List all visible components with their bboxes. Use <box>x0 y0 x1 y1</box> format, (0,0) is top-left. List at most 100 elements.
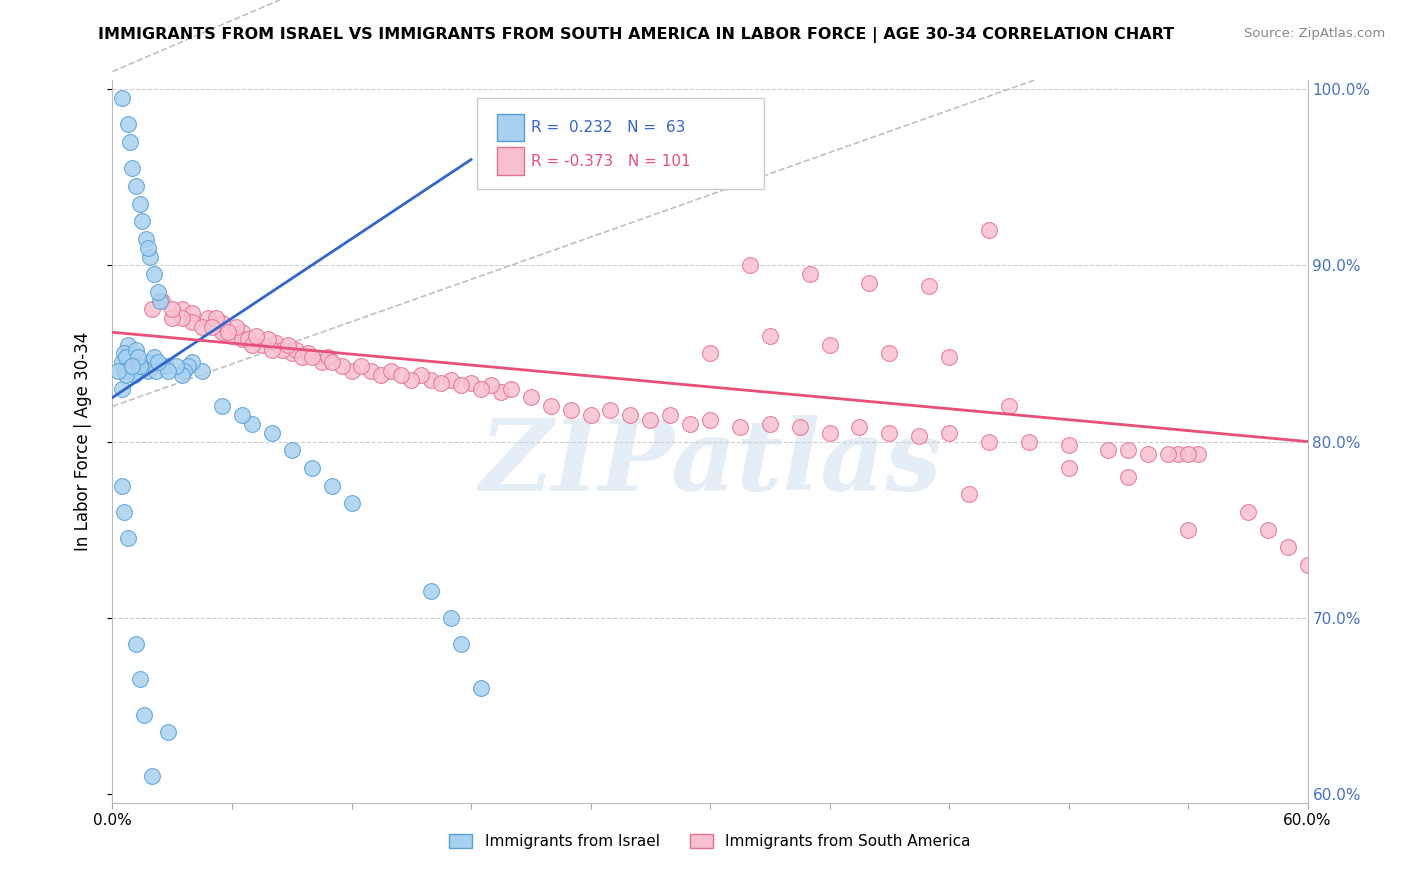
Point <box>1137 447 1160 461</box>
Point <box>117 117 139 131</box>
Point <box>139 250 162 264</box>
Point <box>957 487 980 501</box>
Point <box>115 350 138 364</box>
Text: IMMIGRANTS FROM ISRAEL VS IMMIGRANTS FROM SOUTH AMERICA IN LABOR FORCE | AGE 30-: IMMIGRANTS FROM ISRAEL VS IMMIGRANTS FRO… <box>98 27 1174 43</box>
Point <box>350 359 373 373</box>
Point <box>1167 447 1189 461</box>
Point <box>1296 558 1319 572</box>
Point <box>848 420 870 434</box>
Point <box>679 417 702 431</box>
Point <box>139 355 162 369</box>
Point <box>277 337 299 351</box>
Point <box>411 368 433 382</box>
Point <box>191 320 214 334</box>
Point <box>799 267 821 281</box>
Point <box>340 364 363 378</box>
Point <box>117 360 139 375</box>
Point <box>221 328 243 343</box>
Point <box>129 196 152 211</box>
Point <box>231 332 253 346</box>
Point <box>150 359 173 373</box>
Point <box>162 311 183 326</box>
Text: ZIPatlas: ZIPatlas <box>479 415 941 511</box>
Point <box>879 425 901 440</box>
Point <box>440 373 463 387</box>
Point <box>157 364 180 378</box>
Point <box>211 317 233 331</box>
Point <box>1157 447 1180 461</box>
Point <box>401 373 423 387</box>
Point <box>297 346 319 360</box>
Point <box>938 350 960 364</box>
Point <box>1118 443 1140 458</box>
Point <box>181 355 204 369</box>
Point <box>149 293 172 308</box>
Point <box>321 478 343 492</box>
Point <box>143 350 166 364</box>
Point <box>281 346 304 360</box>
Point <box>499 382 522 396</box>
Point <box>111 382 134 396</box>
Point <box>125 343 148 357</box>
Legend: Immigrants from Israel, Immigrants from South America: Immigrants from Israel, Immigrants from … <box>450 834 970 849</box>
Point <box>240 337 263 351</box>
Text: R = -0.373   N = 101: R = -0.373 N = 101 <box>531 153 690 169</box>
Point <box>520 391 543 405</box>
Point <box>918 279 941 293</box>
Point <box>260 425 283 440</box>
Text: R =  0.232   N =  63: R = 0.232 N = 63 <box>531 120 685 135</box>
Point <box>879 346 901 360</box>
Point <box>150 293 173 308</box>
Point <box>217 326 239 340</box>
Point <box>111 91 134 105</box>
Point <box>114 505 135 519</box>
Point <box>191 364 214 378</box>
Point <box>340 496 363 510</box>
Point <box>470 681 492 696</box>
Point <box>240 417 263 431</box>
Point <box>172 368 194 382</box>
Point <box>129 359 152 373</box>
Text: Source: ZipAtlas.com: Source: ZipAtlas.com <box>1244 27 1385 40</box>
Point <box>699 346 721 360</box>
Point <box>117 337 139 351</box>
Point <box>155 359 177 373</box>
Point <box>858 276 880 290</box>
Point <box>165 359 187 373</box>
Point <box>389 368 412 382</box>
Point <box>1187 447 1209 461</box>
Point <box>181 315 204 329</box>
Point <box>301 350 323 364</box>
Point <box>460 376 482 391</box>
Point <box>138 241 160 255</box>
Point <box>540 399 562 413</box>
FancyBboxPatch shape <box>498 147 523 175</box>
Point <box>284 343 307 357</box>
Point <box>114 364 135 378</box>
Point <box>470 382 492 396</box>
Point <box>560 402 582 417</box>
Point <box>134 707 156 722</box>
Point <box>291 350 314 364</box>
Point <box>115 368 138 382</box>
Point <box>211 399 233 413</box>
Y-axis label: In Labor Force | Age 30-34: In Labor Force | Age 30-34 <box>73 332 91 551</box>
Point <box>131 214 153 228</box>
Point <box>699 413 721 427</box>
Point <box>759 328 782 343</box>
FancyBboxPatch shape <box>477 98 763 189</box>
Point <box>264 335 287 350</box>
Point <box>440 611 463 625</box>
Point <box>260 343 283 357</box>
Point <box>177 359 200 373</box>
Point <box>640 413 662 427</box>
Point <box>818 425 841 440</box>
Point <box>148 355 170 369</box>
Point <box>1177 523 1199 537</box>
Point <box>141 769 163 783</box>
Point <box>1237 505 1260 519</box>
Point <box>250 337 273 351</box>
Point <box>129 673 152 687</box>
Point <box>225 320 247 334</box>
Point <box>1177 447 1199 461</box>
